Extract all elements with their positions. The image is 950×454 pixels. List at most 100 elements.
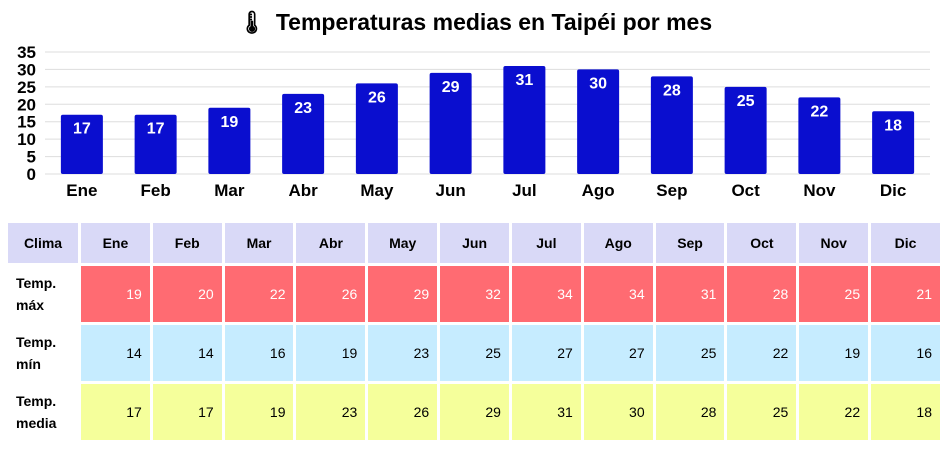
table-cell: 19 bbox=[81, 266, 150, 322]
bar-value-label: 17 bbox=[73, 121, 91, 138]
row-label-mean-temp: Temp. media bbox=[8, 384, 78, 440]
bar-value-label: 30 bbox=[589, 75, 607, 92]
bar-value-label: 18 bbox=[884, 117, 902, 134]
bar-value-label: 26 bbox=[368, 89, 386, 106]
bar bbox=[208, 107, 251, 174]
chart-title: 🌡 Temperaturas medias en Taipéi por mes bbox=[0, 6, 950, 39]
thermometer-icon: 🌡 bbox=[237, 10, 266, 35]
bar-value-label: 23 bbox=[294, 100, 312, 117]
bar bbox=[872, 111, 915, 174]
table-cell: 32 bbox=[440, 266, 509, 322]
bar bbox=[429, 72, 472, 174]
bar bbox=[798, 97, 841, 174]
row-label-max-temp: Temp. máx bbox=[8, 266, 78, 322]
x-tick-label: May bbox=[360, 181, 394, 200]
grid-lines bbox=[45, 51, 930, 175]
bars: 17 17 19 23 26 29 31 30 28 25 22 18 bbox=[60, 65, 915, 174]
month-header: Oct bbox=[727, 223, 797, 263]
x-tick-label: Nov bbox=[803, 181, 836, 200]
y-tick-label: 30 bbox=[17, 60, 36, 79]
month-header: Jul bbox=[511, 223, 581, 263]
table-cell: 18 bbox=[871, 384, 940, 440]
x-tick-label: Abr bbox=[288, 181, 318, 200]
bar-value-label: 25 bbox=[737, 93, 755, 110]
bar bbox=[650, 76, 693, 174]
table-cell: 23 bbox=[368, 325, 438, 381]
table-cell: 29 bbox=[368, 266, 438, 322]
month-header: Sep bbox=[655, 223, 725, 263]
table-cell: 19 bbox=[224, 384, 294, 440]
x-tick-label: Ene bbox=[66, 181, 97, 200]
month-header: Jun bbox=[440, 223, 509, 263]
climate-table: Clima Ene Feb Mar Abr May Jun Jul Ago Se… bbox=[5, 220, 943, 443]
table-cell: 21 bbox=[871, 266, 940, 322]
y-tick-label: 35 bbox=[17, 43, 36, 62]
y-tick-label: 20 bbox=[17, 95, 36, 114]
x-tick-label: Ago bbox=[582, 181, 615, 200]
table-cell: 20 bbox=[152, 266, 222, 322]
table-cell: 22 bbox=[727, 325, 797, 381]
bar-value-label: 19 bbox=[220, 114, 238, 131]
table-row-mean-temp: Temp. media 17 17 19 23 26 29 31 30 28 25… bbox=[8, 384, 940, 440]
x-axis-ticks: Ene Feb Mar Abr May Jun Jul Ago Sep Oct Nov Dic bbox=[66, 181, 906, 200]
month-header: Ene bbox=[81, 223, 150, 263]
bar bbox=[577, 69, 620, 174]
table-row-max-temp: Temp. máx 19 20 22 26 29 32 34 34 31 28 2… bbox=[8, 266, 940, 322]
table-cell: 22 bbox=[799, 384, 869, 440]
bar bbox=[282, 93, 325, 174]
table-cell: 16 bbox=[871, 325, 940, 381]
month-header: Mar bbox=[224, 223, 294, 263]
table-row-min-temp: Temp. mín 14 14 16 19 23 25 27 27 25 22 1… bbox=[8, 325, 940, 381]
bar bbox=[355, 83, 398, 174]
month-header: Nov bbox=[799, 223, 869, 263]
table-cell: 31 bbox=[511, 384, 581, 440]
table-cell: 23 bbox=[296, 384, 366, 440]
table-cell: 25 bbox=[440, 325, 509, 381]
bar bbox=[724, 86, 767, 174]
table-cell: 27 bbox=[583, 325, 653, 381]
table-cell: 25 bbox=[655, 325, 725, 381]
table-cell: 28 bbox=[727, 266, 797, 322]
x-tick-label: Jul bbox=[512, 181, 537, 200]
table-cell: 28 bbox=[655, 384, 725, 440]
x-tick-label: Sep bbox=[656, 181, 687, 200]
table-cell: 29 bbox=[440, 384, 509, 440]
y-tick-label: 15 bbox=[17, 113, 36, 132]
x-tick-label: Dic bbox=[880, 181, 906, 200]
table-cell: 22 bbox=[224, 266, 294, 322]
bar-value-label: 17 bbox=[147, 121, 165, 138]
bar-value-label: 28 bbox=[663, 82, 681, 99]
bar-value-label: 31 bbox=[515, 72, 533, 89]
table-cell: 14 bbox=[152, 325, 222, 381]
month-header: Ago bbox=[583, 223, 653, 263]
month-header: Dic bbox=[871, 223, 940, 263]
table-cell: 19 bbox=[799, 325, 869, 381]
bar-value-label: 22 bbox=[810, 103, 828, 120]
chart-title-text: Temperaturas medias en Taipéi por mes bbox=[275, 9, 713, 35]
table-cell: 25 bbox=[727, 384, 797, 440]
x-tick-label: Mar bbox=[214, 181, 245, 200]
table-cell: 27 bbox=[511, 325, 581, 381]
row-label-min-temp: Temp. mín bbox=[8, 325, 78, 381]
month-header: Feb bbox=[152, 223, 222, 263]
x-tick-label: Jun bbox=[436, 181, 466, 200]
table-cell: 30 bbox=[583, 384, 653, 440]
table-corner-header: Clima bbox=[8, 223, 78, 263]
bar bbox=[60, 114, 103, 174]
y-tick-label: 5 bbox=[27, 148, 36, 167]
table-cell: 19 bbox=[296, 325, 366, 381]
table-cell: 34 bbox=[583, 266, 653, 322]
table-cell: 31 bbox=[655, 266, 725, 322]
bar-value-label: 29 bbox=[442, 79, 460, 96]
table-cell: 16 bbox=[224, 325, 294, 381]
table-header-row: Clima Ene Feb Mar Abr May Jun Jul Ago Se… bbox=[8, 223, 940, 263]
table-cell: 26 bbox=[368, 384, 438, 440]
month-header: May bbox=[368, 223, 438, 263]
table-cell: 17 bbox=[152, 384, 222, 440]
x-tick-label: Oct bbox=[731, 181, 760, 200]
table-cell: 14 bbox=[81, 325, 150, 381]
table-cell: 17 bbox=[81, 384, 150, 440]
y-tick-label: 0 bbox=[27, 165, 36, 184]
